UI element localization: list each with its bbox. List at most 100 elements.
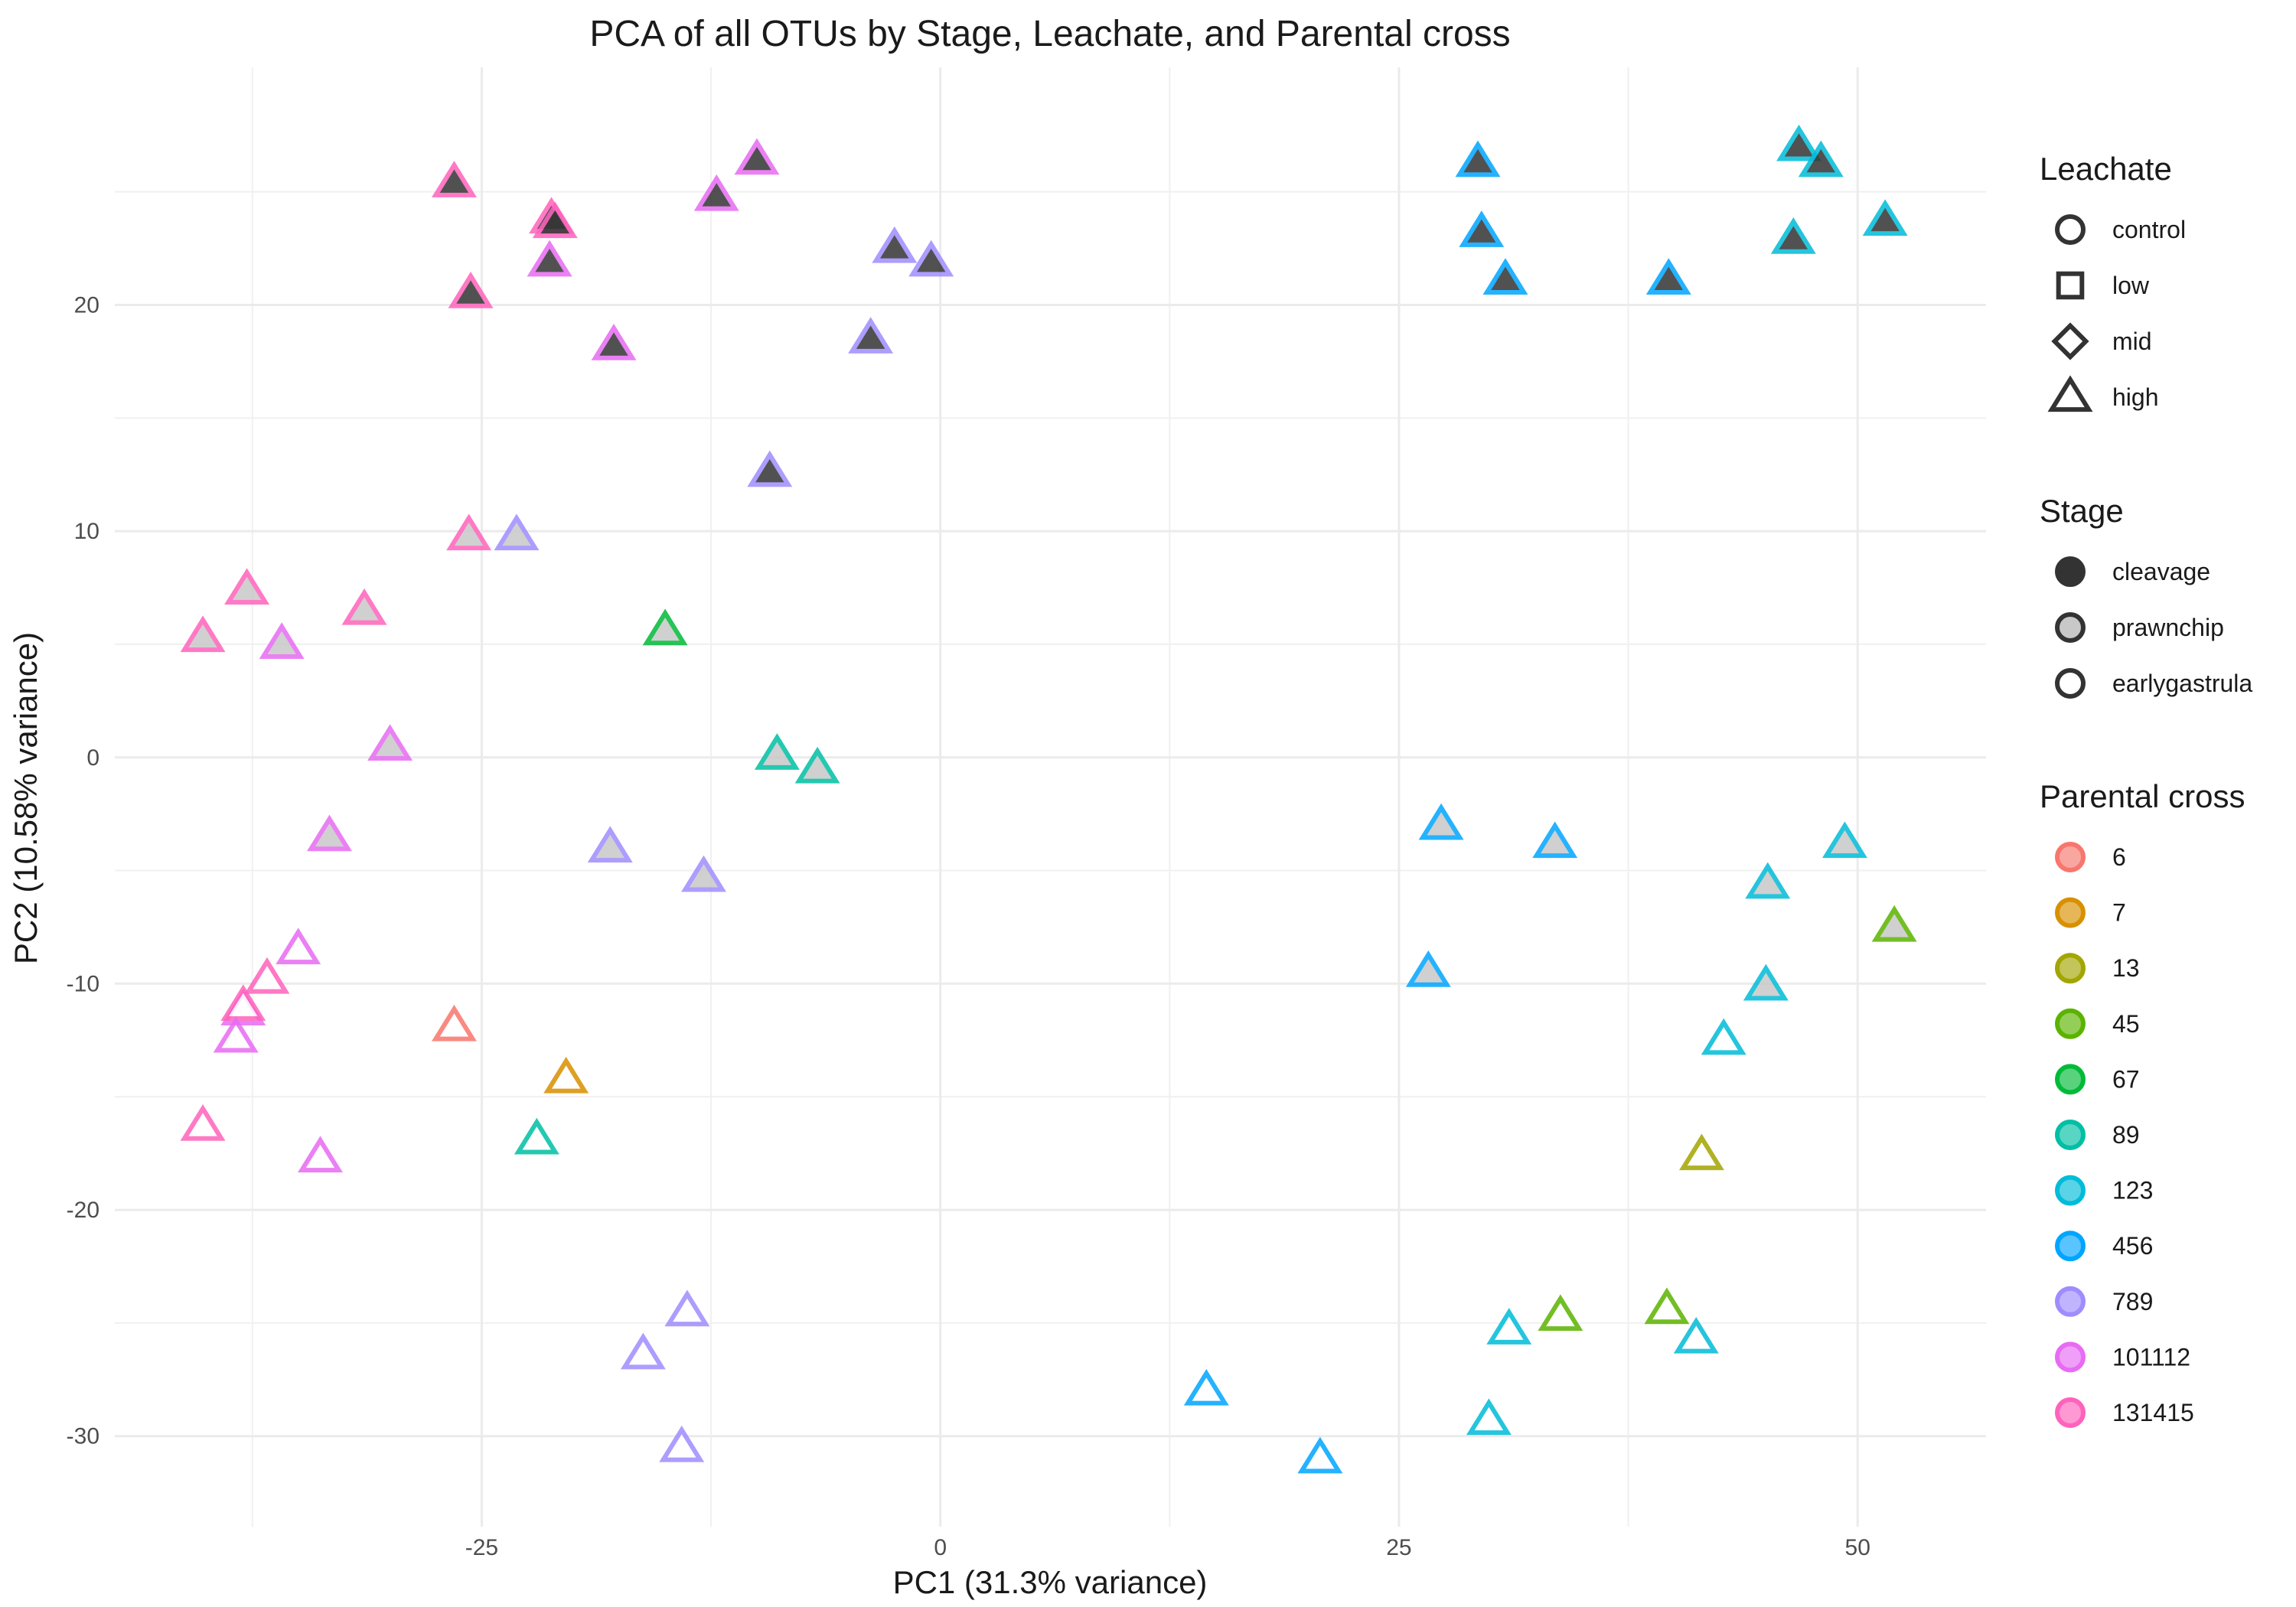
legend-key-cleavage bbox=[2055, 556, 2086, 587]
y-tick-label: -30 bbox=[67, 1424, 99, 1449]
data-point-mid bbox=[1418, 803, 1464, 840]
data-point bbox=[244, 957, 290, 994]
data-point-mid bbox=[244, 957, 290, 994]
data-point-low bbox=[1532, 821, 1578, 859]
data-point-low bbox=[1862, 199, 1908, 236]
major-gridlines bbox=[115, 67, 1986, 1527]
legend-label-prawnchip: prawnchip bbox=[2112, 614, 2224, 641]
data-point-low bbox=[180, 615, 226, 653]
data-point-high bbox=[1455, 140, 1501, 178]
data-point-mid bbox=[1678, 1133, 1724, 1171]
data-point-control bbox=[259, 622, 305, 659]
data-point-high bbox=[734, 138, 780, 175]
data-point-mid bbox=[446, 513, 492, 551]
legend-title-cross: Parental cross bbox=[2040, 778, 2245, 814]
data-point-high bbox=[1776, 124, 1821, 161]
data-point bbox=[1183, 1368, 1229, 1406]
data-point bbox=[367, 724, 413, 761]
data-point-low bbox=[1297, 1436, 1343, 1474]
data-point-control bbox=[213, 1015, 259, 1053]
data-point-control bbox=[224, 568, 270, 605]
legend-label-cross-45: 45 bbox=[2112, 1010, 2140, 1038]
legend-label-cross-7: 7 bbox=[2112, 899, 2126, 927]
legend-key-low bbox=[2056, 271, 2085, 300]
data-point bbox=[693, 174, 739, 211]
legend-key-cross-89 bbox=[2055, 1120, 2086, 1150]
data-point-control bbox=[1466, 1398, 1512, 1436]
data-point-control bbox=[642, 608, 688, 646]
data-point bbox=[341, 588, 387, 625]
data-point bbox=[734, 138, 780, 175]
data-point bbox=[872, 226, 918, 263]
legend-key-cross-6 bbox=[2055, 842, 2086, 872]
data-point bbox=[1418, 803, 1464, 840]
legend-key-high bbox=[2047, 375, 2093, 412]
data-point-high bbox=[367, 724, 413, 761]
data-point bbox=[1821, 821, 1867, 859]
data-point-control bbox=[591, 324, 637, 360]
x-tick-label: 25 bbox=[1386, 1535, 1411, 1560]
data-point bbox=[794, 746, 840, 784]
data-point-low bbox=[659, 1425, 705, 1462]
legend-label-cross-13: 13 bbox=[2112, 954, 2140, 982]
data-point-mid bbox=[664, 1289, 710, 1327]
data-point bbox=[1297, 1436, 1343, 1474]
legend-label-low: low bbox=[2112, 272, 2150, 299]
data-point bbox=[1770, 217, 1816, 254]
data-point-control bbox=[431, 161, 477, 197]
chart-title: PCA of all OTUs by Stage, Leachate, and … bbox=[589, 14, 1510, 54]
data-point bbox=[587, 826, 633, 863]
legend-label-cross-101112: 101112 bbox=[2112, 1343, 2190, 1371]
legend-label-cross-789: 789 bbox=[2112, 1288, 2153, 1315]
data-point bbox=[659, 1425, 705, 1462]
x-axis-tick-labels: -25 0 25 50 bbox=[465, 1535, 1870, 1560]
data-point bbox=[494, 513, 540, 551]
data-point-control bbox=[1644, 1287, 1690, 1325]
data-point-high bbox=[908, 240, 954, 277]
legend-key-cross-101112 bbox=[2055, 1341, 2086, 1373]
data-point-control bbox=[747, 450, 793, 487]
data-point bbox=[1486, 1308, 1532, 1345]
data-point bbox=[1466, 1398, 1512, 1436]
legend-key-control bbox=[2055, 214, 2086, 245]
data-point bbox=[1532, 821, 1578, 859]
data-point-control bbox=[297, 1136, 343, 1173]
legend-key-cross-131415 bbox=[2055, 1397, 2086, 1428]
legend-leachate-items: control low mid high bbox=[2047, 214, 2186, 412]
data-point bbox=[747, 450, 793, 487]
data-point-high bbox=[680, 855, 726, 892]
legend-stage-items: cleavage prawnchip earlygastrula bbox=[2055, 556, 2252, 699]
data-point bbox=[431, 1004, 477, 1041]
data-point bbox=[213, 1015, 259, 1053]
data-point bbox=[1673, 1316, 1719, 1354]
legend-key-cross-45 bbox=[2055, 1008, 2086, 1039]
legend-label-cross-123: 123 bbox=[2112, 1177, 2153, 1204]
data-point bbox=[1482, 258, 1528, 295]
data-point-low bbox=[1821, 821, 1867, 859]
data-point bbox=[620, 1332, 666, 1370]
data-point-control bbox=[1871, 905, 1917, 942]
legend-label-cross-6: 6 bbox=[2112, 843, 2126, 871]
data-point bbox=[276, 927, 321, 965]
data-point-low bbox=[527, 240, 572, 277]
data-point bbox=[543, 1056, 589, 1094]
data-point bbox=[1798, 140, 1844, 178]
data-point-control bbox=[514, 1117, 559, 1155]
data-point-low bbox=[587, 826, 633, 863]
legend-key-cross-456 bbox=[2055, 1231, 2086, 1262]
data-point bbox=[1743, 963, 1789, 1001]
data-point bbox=[908, 240, 954, 277]
data-point-control bbox=[543, 1056, 589, 1094]
x-tick-label: 50 bbox=[1845, 1535, 1870, 1560]
data-point bbox=[1538, 1294, 1583, 1332]
legend-label-cross-89: 89 bbox=[2112, 1121, 2140, 1149]
data-point bbox=[446, 513, 492, 551]
data-point bbox=[259, 622, 305, 659]
data-point-high bbox=[341, 588, 387, 625]
data-point-high bbox=[220, 984, 266, 1022]
legend-key-cross-123 bbox=[2055, 1175, 2086, 1206]
data-point-mid bbox=[1770, 217, 1816, 254]
y-tick-label: 0 bbox=[86, 745, 99, 771]
y-tick-label: -10 bbox=[67, 971, 99, 996]
